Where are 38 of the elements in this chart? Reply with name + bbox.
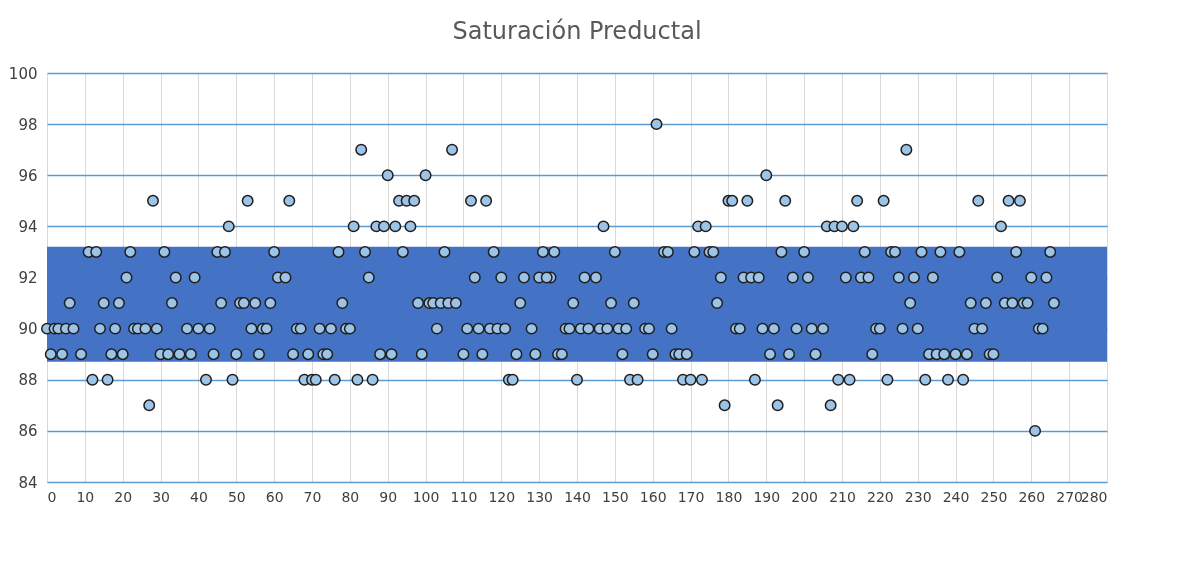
x-tick-label: 210 [829, 488, 856, 505]
y-tick-label: 84 [18, 473, 38, 492]
y-tick-label: 94 [18, 217, 38, 236]
x-tick-label: 180 [715, 488, 743, 505]
x-tick-label: 230 [904, 488, 932, 505]
x-tick-label: 250 [980, 488, 1008, 505]
x-tick-label: 200 [791, 488, 819, 505]
x-tick-label: 280 [1080, 488, 1108, 505]
x-tick-label: 130 [526, 488, 554, 505]
x-tick-label: 10 [76, 488, 95, 505]
x-tick-label: 80 [341, 488, 360, 505]
x-tick-label: 30 [152, 488, 170, 505]
x-tick-label: 0 [47, 488, 57, 505]
x-tick-label: 100 [412, 488, 440, 505]
x-tick-label: 110 [450, 488, 478, 505]
x-tick-label: 160 [639, 488, 667, 505]
x-tick-label: 260 [1018, 488, 1046, 505]
x-tick-label: 70 [303, 488, 322, 505]
x-tick-label: 90 [379, 488, 398, 505]
y-tick-label: 90 [18, 320, 38, 339]
y-tick-label: 98 [18, 115, 38, 134]
x-tick-label: 190 [753, 488, 781, 505]
y-tick-label: 86 [18, 422, 38, 441]
x-tick-label: 220 [866, 488, 894, 505]
x-tick-label: 240 [942, 488, 970, 505]
x-tick-label: 20 [114, 488, 133, 505]
y-tick-label: 88 [18, 371, 38, 390]
x-tick-label: 40 [190, 488, 208, 505]
chart-title: Saturación Preductal [452, 17, 702, 45]
x-tick-label: 120 [488, 488, 516, 505]
y-tick-label: 100 [8, 64, 38, 83]
x-tick-label: 150 [601, 488, 629, 505]
x-tick-label: 170 [677, 488, 705, 505]
y-tick-label: 92 [18, 269, 38, 287]
x-tick-label: 60 [265, 488, 284, 505]
x-tick-label: 140 [564, 488, 591, 505]
x-tick-label: 50 [227, 488, 246, 505]
y-tick-label: 96 [18, 166, 38, 185]
